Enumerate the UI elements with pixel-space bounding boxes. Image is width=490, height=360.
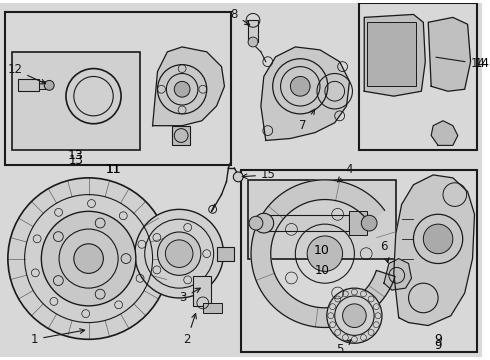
Bar: [217, 247, 234, 261]
Text: 14: 14: [474, 57, 490, 70]
Circle shape: [174, 81, 190, 97]
Text: 13: 13: [68, 149, 84, 162]
Polygon shape: [251, 180, 395, 328]
Text: 11: 11: [106, 163, 121, 176]
Circle shape: [423, 224, 453, 254]
Bar: [359, 3, 477, 150]
Circle shape: [361, 215, 377, 231]
Circle shape: [343, 304, 366, 328]
Text: 12: 12: [7, 63, 46, 84]
Text: 14: 14: [436, 57, 486, 70]
Circle shape: [74, 244, 103, 273]
Text: 7: 7: [299, 109, 315, 132]
Polygon shape: [152, 47, 224, 126]
Circle shape: [166, 240, 193, 267]
Text: 6: 6: [380, 240, 389, 262]
Bar: [5, 13, 231, 165]
Bar: [241, 170, 477, 352]
Text: 13: 13: [69, 154, 83, 167]
Circle shape: [157, 232, 201, 275]
Text: 3: 3: [179, 288, 200, 305]
Circle shape: [249, 216, 263, 230]
Circle shape: [233, 172, 243, 182]
Bar: [172, 126, 190, 145]
Circle shape: [291, 76, 310, 96]
Text: 11: 11: [105, 163, 121, 176]
Circle shape: [41, 211, 136, 306]
Text: 4: 4: [338, 163, 353, 182]
Bar: [261, 215, 349, 231]
Bar: [367, 22, 416, 86]
Bar: [18, 80, 39, 91]
Polygon shape: [428, 17, 470, 91]
Text: 15: 15: [242, 168, 276, 181]
Polygon shape: [431, 121, 458, 145]
Text: 1: 1: [31, 329, 85, 346]
Bar: [248, 21, 258, 42]
Polygon shape: [261, 47, 349, 140]
Circle shape: [8, 178, 170, 339]
Text: 5: 5: [336, 340, 351, 356]
Circle shape: [44, 80, 54, 90]
Circle shape: [248, 37, 258, 47]
Polygon shape: [364, 14, 425, 96]
Text: 2: 2: [183, 314, 196, 346]
Bar: [349, 211, 367, 235]
Bar: [248, 180, 396, 258]
Bar: [39, 81, 49, 89]
Bar: [203, 303, 222, 313]
Circle shape: [254, 213, 274, 233]
Polygon shape: [394, 175, 474, 325]
Circle shape: [135, 210, 223, 298]
Text: 9: 9: [434, 339, 442, 352]
Bar: [12, 52, 140, 150]
Bar: [193, 276, 211, 306]
Text: 10: 10: [314, 244, 330, 257]
Text: 9: 9: [434, 333, 442, 346]
Circle shape: [327, 288, 382, 343]
Circle shape: [307, 236, 343, 271]
Text: 10: 10: [315, 264, 329, 277]
Text: 8: 8: [231, 8, 250, 25]
Polygon shape: [384, 258, 412, 290]
